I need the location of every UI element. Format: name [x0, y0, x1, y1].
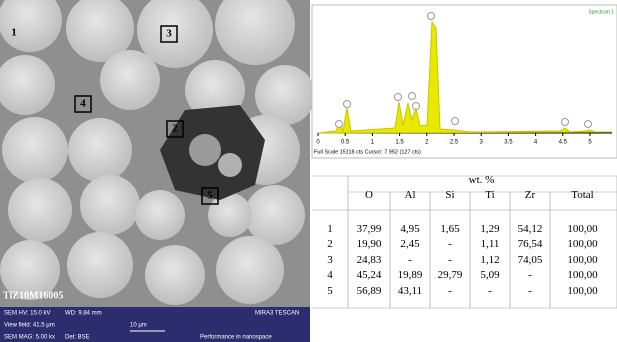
- x-tick-label: 2.5: [450, 140, 459, 146]
- cell: 76,54: [510, 237, 550, 253]
- column-header: Zr: [510, 188, 550, 204]
- cell: 43,11: [390, 283, 430, 299]
- cell: -: [510, 268, 550, 284]
- sem-slogan: Performance in nanospace: [200, 335, 272, 341]
- region-label: 2: [172, 123, 178, 135]
- cell: 56,89: [348, 283, 390, 299]
- cell: 4: [312, 268, 348, 284]
- cell: 2,45: [390, 237, 430, 253]
- cell: 45,24: [348, 268, 390, 284]
- column-header: O: [348, 188, 390, 204]
- column-header: Si: [430, 188, 470, 204]
- cell: 5,09: [470, 268, 510, 284]
- x-tick-label: 1.5: [395, 140, 404, 146]
- sem-brand: MIRA3 TESCAN: [255, 311, 299, 317]
- cell: 19,89: [390, 268, 430, 284]
- cell: 100,00: [550, 221, 615, 237]
- sem-scale: 10 μm: [130, 323, 147, 329]
- column-header: Total: [550, 188, 615, 204]
- spectrum-footer: Full Scale 15118 cts Cursor: 7.952 (127 …: [314, 149, 421, 155]
- x-tick-label: 4.5: [559, 140, 568, 146]
- cell: 100,00: [550, 252, 615, 268]
- sample-id: TiZ10M16005: [3, 290, 63, 301]
- cell: 5: [312, 283, 348, 299]
- spectrum-title: Spectrum 1: [588, 9, 614, 15]
- cell: 74,05: [510, 252, 550, 268]
- sem-detector: Det: BSE: [65, 335, 90, 341]
- cell: [312, 188, 348, 204]
- group-header-row: wt. %: [312, 172, 615, 188]
- x-tick-label: 0.5: [341, 140, 350, 146]
- region-label: 4: [80, 98, 86, 110]
- sem-view-field: View field: 41.5 μm: [4, 323, 55, 329]
- x-tick-label: 3.5: [504, 140, 513, 146]
- cell: 1: [312, 221, 348, 237]
- cell: 1,65: [430, 221, 470, 237]
- cell: -: [510, 283, 550, 299]
- cell: 1,12: [470, 252, 510, 268]
- cell: 3: [312, 252, 348, 268]
- sem-hv: SEM HV: 15.0 kV: [4, 311, 50, 317]
- cell: -: [430, 252, 470, 268]
- group-header: wt. %: [348, 172, 615, 188]
- region-label: 5: [207, 190, 213, 202]
- cell: 37,99: [348, 221, 390, 237]
- cell: -: [390, 252, 430, 268]
- cell: 2: [312, 237, 348, 253]
- cell: 100,00: [550, 283, 615, 299]
- cell: [312, 172, 348, 188]
- cell: -: [470, 283, 510, 299]
- column-header: Al: [390, 188, 430, 204]
- region-label: 1: [11, 27, 17, 39]
- cell: 24,83: [348, 252, 390, 268]
- sem-wd: WD: 9.84 mm: [65, 311, 102, 317]
- region-label: 3: [166, 28, 172, 40]
- cell: -: [430, 283, 470, 299]
- cell: [312, 203, 615, 221]
- cell: 54,12: [510, 221, 550, 237]
- cell: 100,00: [550, 237, 615, 253]
- cell: 4,95: [390, 221, 430, 237]
- sem-mag: SEM MAG: 5.00 kx: [4, 335, 55, 341]
- spacer-row: [312, 203, 615, 221]
- figure: SEM HV: 15.0 kV WD: 9.84 mm MIRA3 TESCAN…: [0, 0, 617, 342]
- cell: 29,79: [430, 268, 470, 284]
- cell: 1,11: [470, 237, 510, 253]
- cell: 1,29: [470, 221, 510, 237]
- cell: 19,90: [348, 237, 390, 253]
- column-header: Ti: [470, 188, 510, 204]
- cell: 100,00: [550, 268, 615, 284]
- cell: -: [430, 237, 470, 253]
